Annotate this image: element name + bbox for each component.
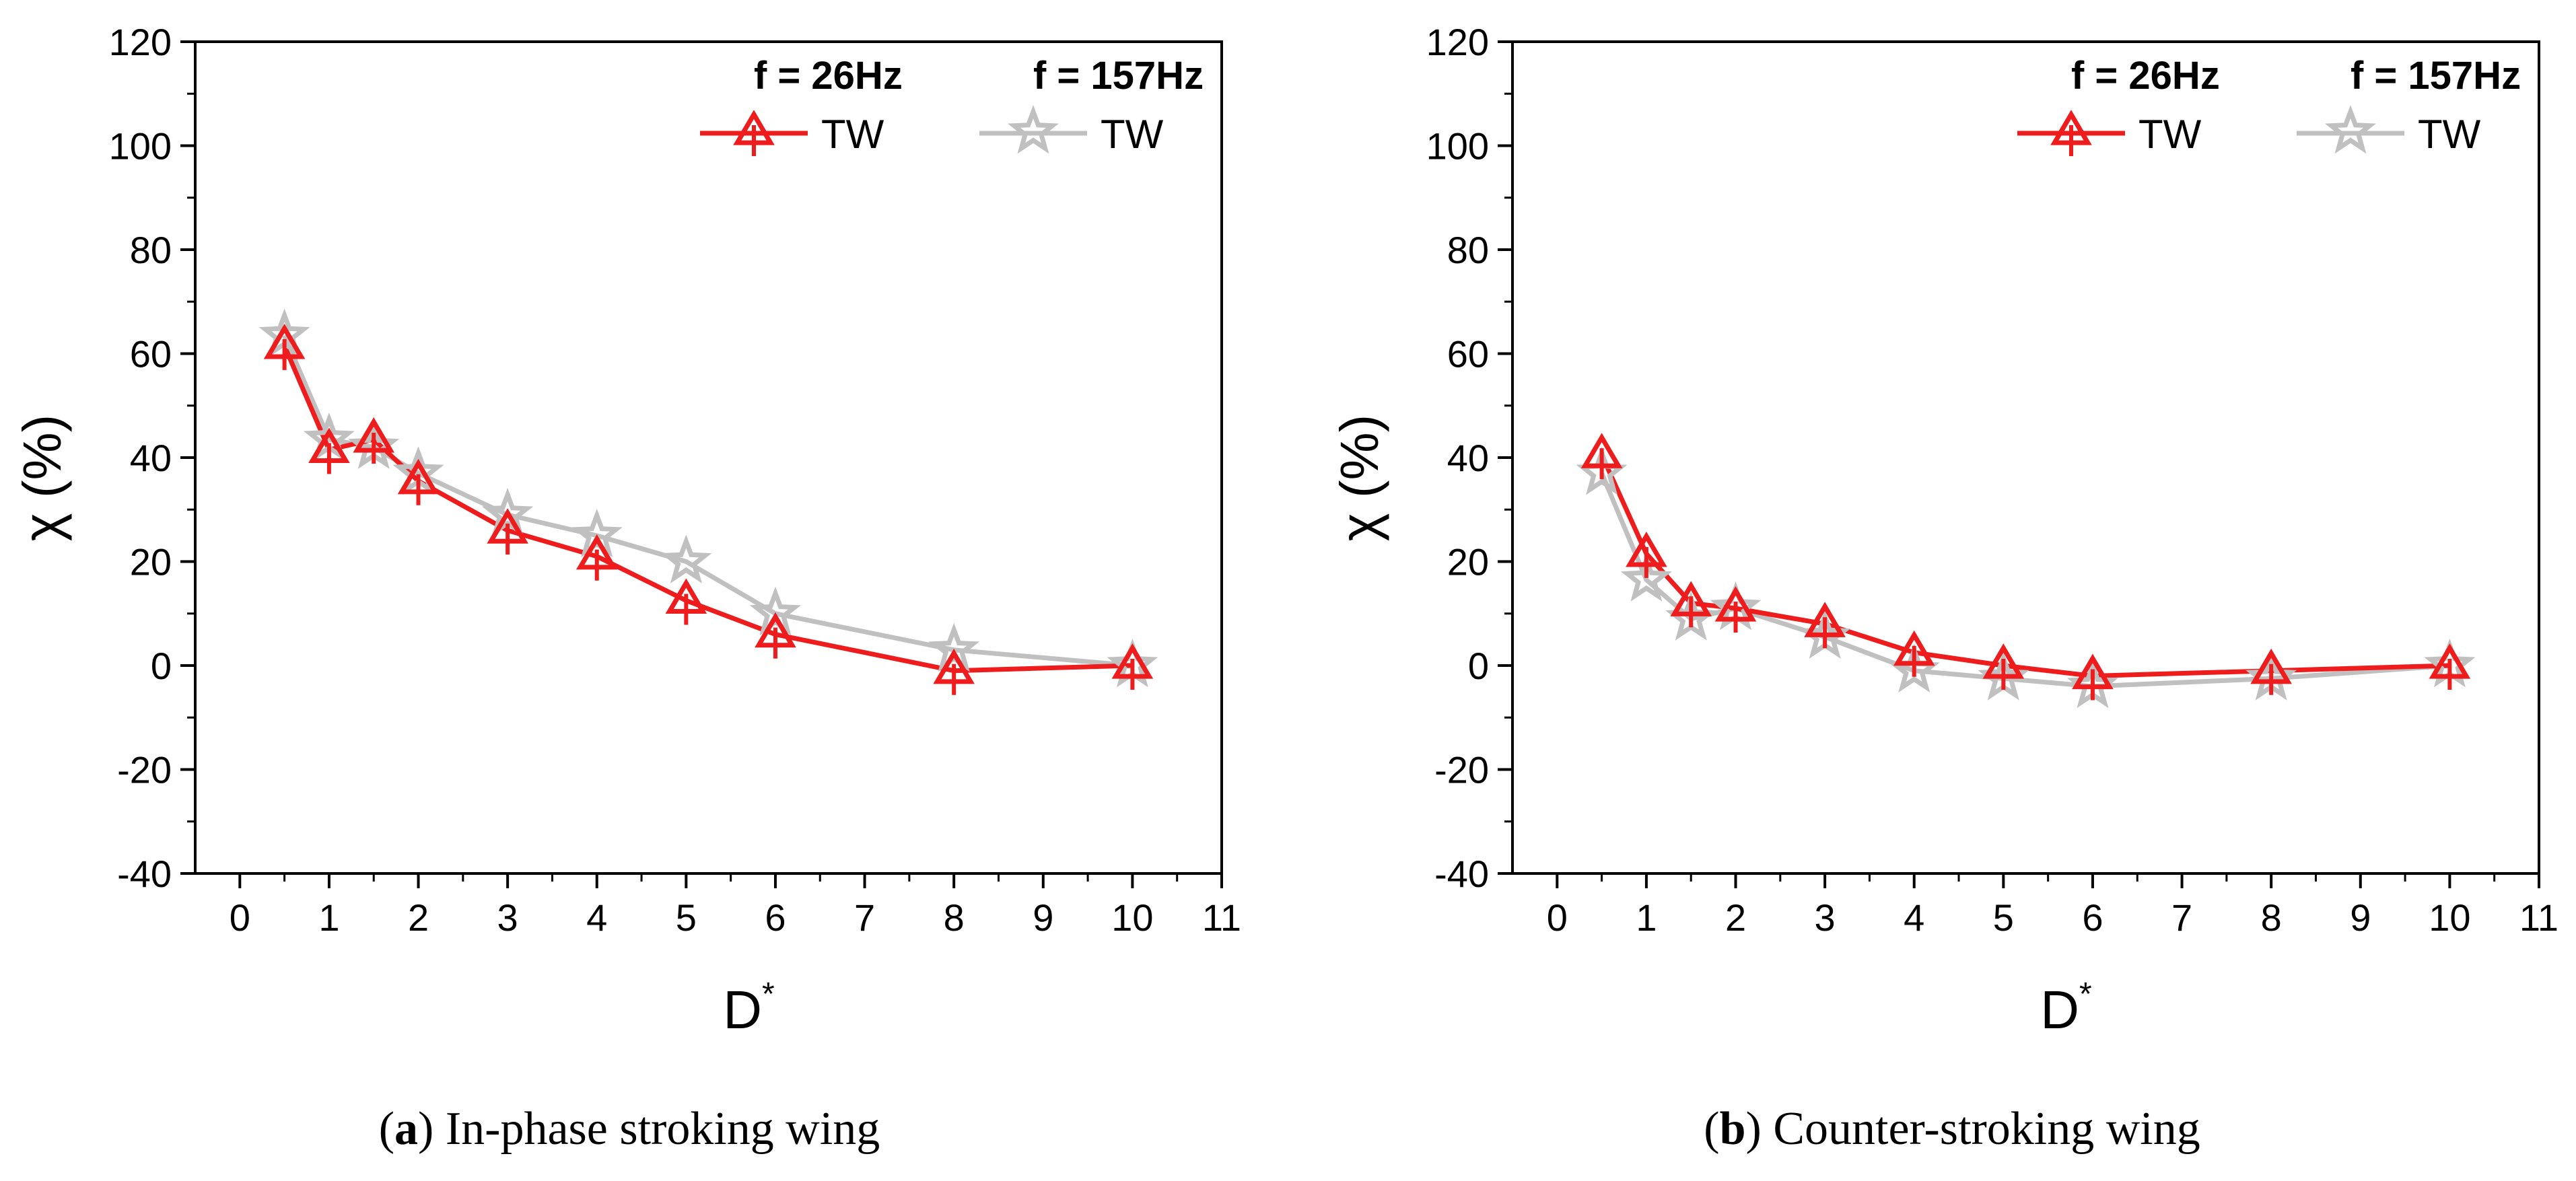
x-axis-title: D* (2040, 976, 2091, 1040)
x-tick-label: 11 (1202, 896, 1241, 939)
series-line-f26 (282, 345, 1133, 674)
y-tick-label: 60 (1447, 333, 1489, 375)
y-tick-label: 40 (1447, 437, 1489, 479)
plot-frame (194, 40, 1223, 875)
x-axis-title-main: D (723, 980, 762, 1040)
y-tick-label: 100 (1426, 125, 1489, 168)
legend-label: TW (2418, 112, 2481, 157)
series-line-f26 (1599, 454, 2450, 678)
data-point (660, 534, 712, 583)
series-markers-f26 (263, 323, 1154, 695)
y-tick-label: 40 (130, 437, 172, 479)
x-axis-title-superscript: * (762, 976, 775, 1012)
data-point (482, 488, 534, 537)
caption-close-paren: ) (1746, 1103, 1774, 1155)
x-tick-label: 10 (1111, 896, 1153, 939)
y-tick-label: -20 (1434, 749, 1489, 791)
caption-panel-letter: b (1720, 1103, 1746, 1155)
x-tick-label: 0 (230, 896, 250, 939)
panel-caption: (b) Counter-stroking wing (1704, 1103, 2200, 1155)
series-line-f157 (1599, 472, 2450, 689)
x-tick-label: 8 (944, 896, 965, 939)
series-markers-f157 (1576, 446, 2476, 709)
x-tick-label: 6 (765, 896, 786, 939)
legend-header: f = 26Hz (2071, 54, 2220, 98)
x-tick-label: 10 (2429, 896, 2470, 939)
x-tick-label: 3 (497, 896, 518, 939)
series-markers-f26 (1580, 433, 2471, 701)
x-tick-label: 7 (2171, 896, 2192, 939)
y-axis-title: χ (%) (12, 415, 72, 542)
legend-label: TW (1101, 112, 1164, 157)
x-tick-label: 8 (2261, 896, 2282, 939)
x-tick-label: 0 (1547, 896, 1568, 939)
x-tick-label: 11 (2519, 896, 2558, 939)
panel-caption: (a) In-phase stroking wing (379, 1103, 880, 1155)
x-tick-label: 2 (1725, 896, 1746, 939)
y-tick-label: 100 (109, 125, 172, 168)
y-tick-label: 120 (1426, 21, 1489, 63)
x-tick-label: 9 (1033, 896, 1053, 939)
y-tick-label: 20 (1447, 541, 1489, 583)
caption-close-paren: ) (418, 1103, 446, 1155)
y-tick-label: -40 (117, 853, 172, 895)
y-tick-label: 0 (151, 645, 172, 687)
x-axis-title-superscript: * (2079, 976, 2092, 1012)
x-tick-label: 7 (854, 896, 875, 939)
x-tick-label: 1 (318, 896, 339, 939)
legend-header: f = 157Hz (1033, 54, 1204, 98)
legend-label: TW (2138, 112, 2202, 157)
legend: f = 26Hz TW f = 157Hz TW (2017, 54, 2521, 157)
caption-panel-letter: a (394, 1103, 418, 1155)
y-tick-label: 20 (130, 541, 172, 583)
legend-header: f = 157Hz (2351, 54, 2521, 98)
legend-label: TW (821, 112, 884, 157)
x-tick-label: 1 (1636, 896, 1657, 939)
x-axis-title-main: D (2040, 980, 2079, 1040)
data-point (928, 622, 980, 672)
series-line-f157 (282, 334, 1133, 668)
legend-marker (2325, 105, 2376, 154)
data-point (1620, 552, 1672, 602)
x-tick-label: 2 (408, 896, 429, 939)
x-tick-label: 9 (2350, 896, 2371, 939)
plot-frame (1511, 40, 2540, 875)
chart-panel-b: 0 1 2 3 4 5 6 7 8 9 10 11 -40 -20 0 20 40 60 80 100 120 D* χ (… (1329, 21, 2558, 1155)
legend-marker (1008, 105, 1059, 154)
x-tick-label: 4 (586, 896, 607, 939)
legend-header: f = 26Hz (754, 54, 903, 98)
y-tick-label: 80 (1447, 229, 1489, 271)
caption-text: Counter-stroking wing (1773, 1103, 2200, 1155)
y-tick-label: -20 (117, 749, 172, 791)
x-tick-label: 3 (1815, 896, 1836, 939)
x-tick-label: 5 (676, 896, 697, 939)
chart-panel-a: 0 1 2 3 4 5 6 7 8 9 10 11 -40 -20 0 20 40 60 80 100 120 D* χ (… (12, 21, 1241, 1155)
caption-open-paren: ( (379, 1103, 394, 1155)
y-tick-label: 0 (1468, 645, 1489, 687)
y-tick-label: 120 (109, 21, 172, 63)
x-tick-label: 6 (2082, 896, 2103, 939)
caption-text: In-phase stroking wing (446, 1103, 880, 1155)
data-point (571, 508, 623, 558)
data-point (749, 586, 802, 636)
y-tick-label: -40 (1434, 853, 1489, 895)
y-axis-title: χ (%) (1329, 415, 1389, 542)
series-markers-f157 (258, 308, 1158, 688)
x-tick-label: 4 (1904, 896, 1924, 939)
caption-open-paren: ( (1704, 1103, 1719, 1155)
legend: f = 26Hz TW f = 157Hz TW (700, 54, 1204, 157)
x-tick-label: 5 (1993, 896, 2014, 939)
y-tick-label: 60 (130, 333, 172, 375)
x-axis-title: D* (723, 976, 774, 1040)
y-tick-label: 80 (130, 229, 172, 271)
